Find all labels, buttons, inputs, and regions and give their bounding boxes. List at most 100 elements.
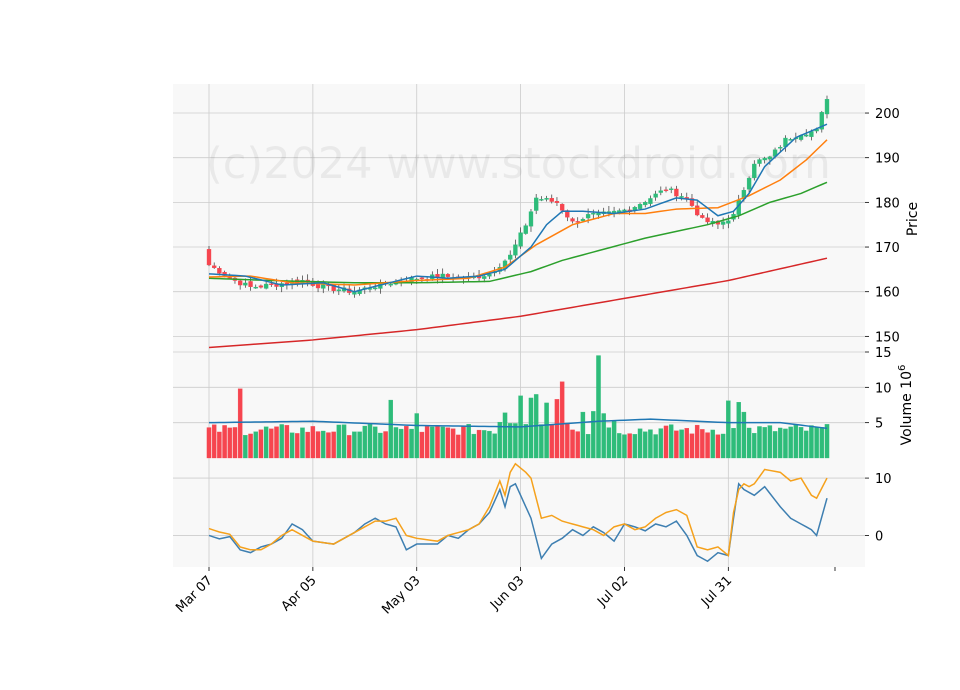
candle-body [591,213,596,215]
volume-bar [772,431,778,459]
candle [544,195,549,202]
volume-bar [284,425,290,459]
volume-bar [482,430,487,459]
volume-bar [243,435,248,459]
candle-body [258,285,264,288]
candle-body [549,198,554,202]
price-tick-label: 170 [875,241,900,256]
candle-body [669,188,674,190]
volume-bar [440,426,445,459]
volume-bar [617,433,622,459]
candle-body [705,217,710,223]
volume-bar [700,429,705,459]
candle-body [554,201,560,203]
candle-body [513,244,518,256]
candle [575,217,580,228]
candle-body [419,277,425,280]
volume-bar [388,399,393,459]
candle [580,217,586,222]
volume-bar [507,423,513,459]
candle [523,223,528,235]
volume-bar [549,424,554,459]
volume-bar [585,434,591,459]
volume-bar [305,431,310,459]
candle [591,209,596,219]
volume-bar [762,427,767,459]
volume-bar [497,421,503,459]
candle-body [804,134,809,137]
candle [570,217,575,224]
candle-body [752,163,757,179]
watermark: (c)2024 www.stockdroid.com [206,139,831,189]
volume-bar [575,431,580,459]
candle [648,195,653,207]
volume-axis-label: Volume 106 [897,365,915,446]
volume-bar [398,428,404,459]
candle [819,110,824,133]
candle-body [539,199,544,201]
volume-bar [346,435,352,459]
volume-bar [269,428,274,459]
volume-bar [720,433,726,459]
volume-bar [263,426,269,459]
candle-body [648,198,653,204]
volume-bar [237,388,243,459]
candle-body [570,218,575,222]
volume-bar [321,430,326,459]
candle-body [819,112,824,130]
candle-body [689,198,695,206]
volume-bar [393,427,399,459]
candle [539,196,544,202]
volume-bar [767,425,773,459]
volume-bar [752,433,757,459]
price-tick-label: 150 [875,330,900,345]
volume-bar [456,434,461,459]
candle-body [778,147,783,149]
candle-body [637,204,643,209]
x-tick-label: Mar 07 [173,573,216,616]
candle-body [663,189,669,192]
candle-body [263,283,269,289]
volume-bar [539,424,544,459]
oscillator-plot [208,462,828,563]
ma-long-line [208,257,828,349]
volume-bar [679,429,684,459]
candle-body [518,232,523,247]
candle [705,213,710,225]
candle-body [388,283,393,286]
candle-body [585,214,591,219]
ma-slow-line [208,181,828,284]
x-tick-label: Jun 03 [487,573,527,613]
candle-body [622,209,627,212]
candle-body [528,211,534,227]
candle [206,245,212,267]
volume-bar [253,431,258,459]
candle-body [580,219,586,222]
volume-bar [611,421,617,459]
volume-bar [502,412,508,459]
candle-body [482,276,487,279]
volume-bar [648,429,653,459]
candle [824,95,830,119]
candle-body [674,188,679,197]
volume-bar [715,434,721,459]
candle [643,200,648,208]
candle-body [206,249,212,266]
candle-body [544,198,549,200]
volume-bar [596,355,601,459]
candle [752,160,757,181]
candle [726,215,731,229]
candle-body [336,289,342,292]
volume-bar [757,426,762,459]
candle-body [315,283,321,289]
candle [534,194,539,215]
candle-body [700,215,705,218]
volume-bar [741,411,747,459]
volume-bar [622,434,627,459]
volume-bar [461,426,466,459]
candle [528,209,534,232]
candle [663,186,669,193]
candle [419,276,425,283]
price-tick-label: 160 [875,286,900,301]
